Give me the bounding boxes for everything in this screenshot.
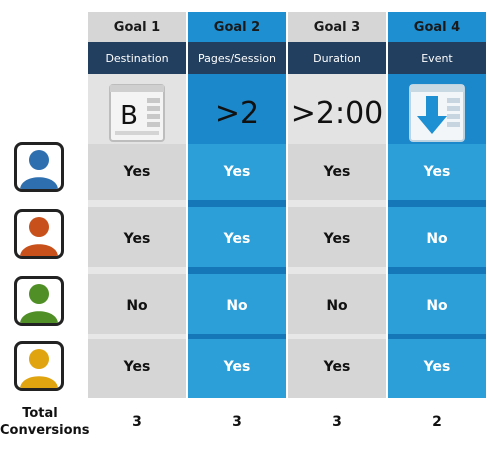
total-conversions-label: Total Conversions <box>0 405 90 439</box>
user-avatar-3 <box>14 276 64 326</box>
result-cell: Yes <box>288 211 386 267</box>
goal-criterion: Pages/Session <box>188 42 286 74</box>
goal-total: 3 <box>232 414 242 430</box>
result-cell: Yes <box>88 144 186 200</box>
total-label-line: Total <box>22 406 58 421</box>
goal-column-1: Goal 1 Destination B Yes Yes No Yes <box>88 12 186 398</box>
user-avatar-icon <box>20 284 58 323</box>
result-cell: No <box>388 278 486 334</box>
result-cell: Yes <box>88 339 186 395</box>
goal-total: 2 <box>432 414 442 430</box>
total-label-line: Conversions <box>0 423 90 438</box>
page-letter: B <box>120 101 138 131</box>
goal-column-3: Goal 3 Duration >2:00 Yes Yes No Yes <box>288 12 386 398</box>
goal-title: Goal 3 <box>288 12 386 42</box>
goal-total: 3 <box>332 414 342 430</box>
result-cell: Yes <box>188 339 286 395</box>
user-avatar-4 <box>14 341 64 391</box>
result-cell: Yes <box>388 144 486 200</box>
page-b-icon: B <box>109 84 165 142</box>
result-cell: Yes <box>288 339 386 395</box>
goal-title: Goal 4 <box>388 12 486 42</box>
goal-hero: >2:00 <box>288 74 386 152</box>
download-arrow-icon <box>409 84 465 142</box>
user-avatar-icon <box>20 349 58 388</box>
goal-hero-text: >2:00 <box>290 95 384 131</box>
user-avatar-icon <box>20 150 58 189</box>
user-avatar-1 <box>14 142 64 192</box>
result-cell: No <box>88 278 186 334</box>
goal-column-2: Goal 2 Pages/Session >2 Yes Yes No Yes <box>188 12 286 398</box>
goal-total: 3 <box>132 414 142 430</box>
goal-title: Goal 1 <box>88 12 186 42</box>
goal-hero-text: >2 <box>214 95 260 131</box>
goal-criterion: Event <box>388 42 486 74</box>
goal-criterion: Destination <box>88 42 186 74</box>
result-cell: Yes <box>188 144 286 200</box>
result-cell: No <box>188 278 286 334</box>
result-cell: No <box>288 278 386 334</box>
goal-hero <box>388 74 486 152</box>
goal-hero: B <box>88 74 186 152</box>
result-cell: No <box>388 211 486 267</box>
user-avatar-icon <box>20 217 58 256</box>
goal-column-4: Goal 4 Event Yes No No Yes <box>388 12 486 398</box>
result-cell: Yes <box>88 211 186 267</box>
result-cell: Yes <box>188 211 286 267</box>
user-avatar-2 <box>14 209 64 259</box>
goal-hero: >2 <box>188 74 286 152</box>
goal-criterion: Duration <box>288 42 386 74</box>
result-cell: Yes <box>288 144 386 200</box>
goal-title: Goal 2 <box>188 12 286 42</box>
result-cell: Yes <box>388 339 486 395</box>
